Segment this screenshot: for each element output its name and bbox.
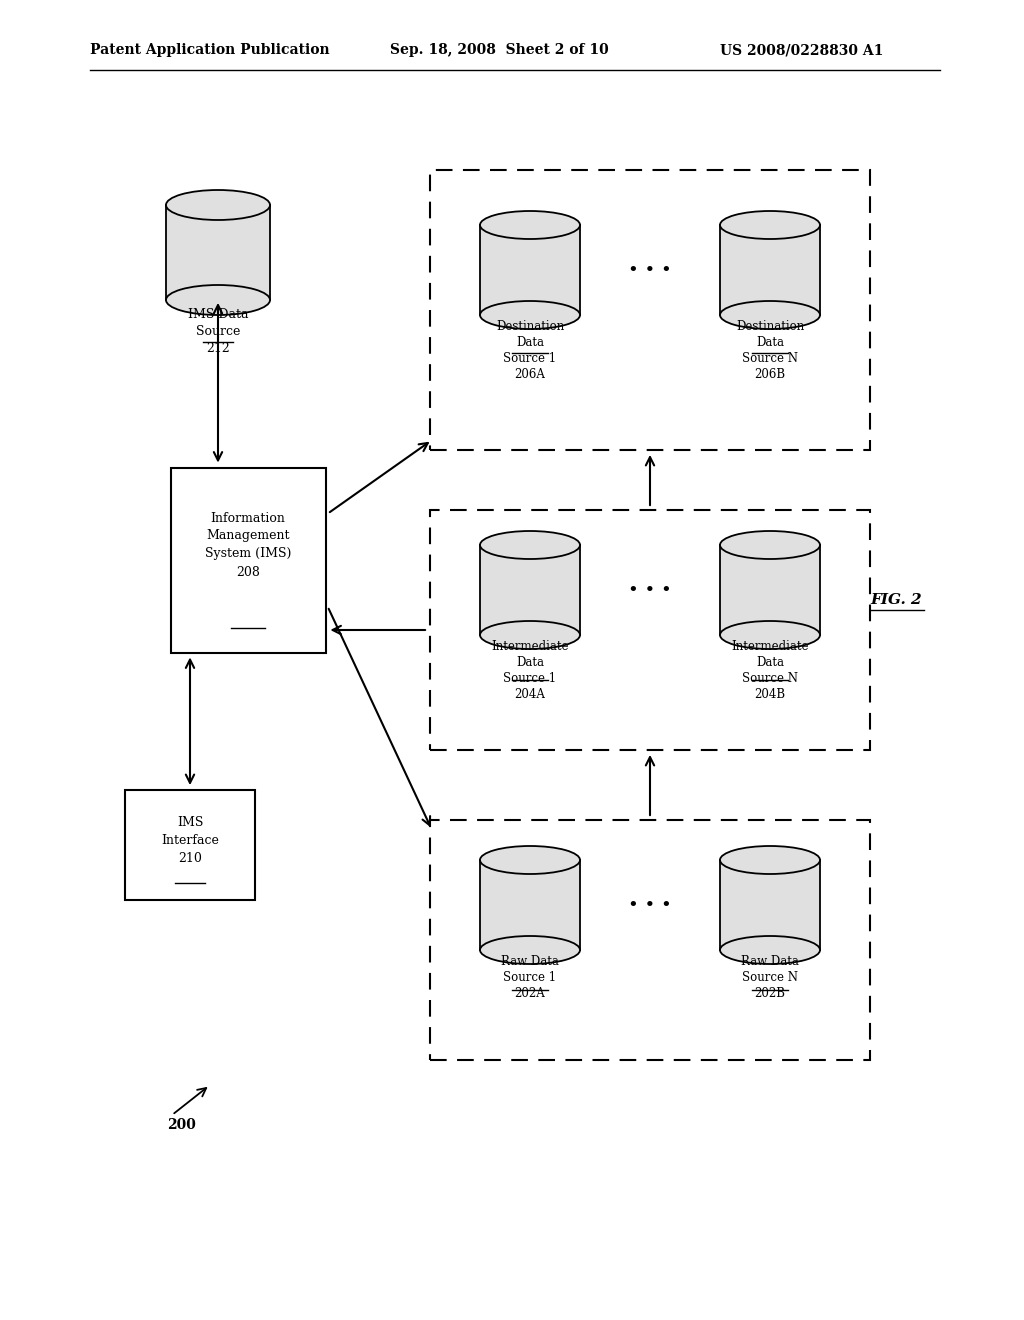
Text: Raw Data
Source 1
202A: Raw Data Source 1 202A bbox=[501, 954, 559, 1001]
Text: FIG. 2: FIG. 2 bbox=[870, 593, 922, 607]
Text: Patent Application Publication: Patent Application Publication bbox=[90, 44, 330, 57]
Text: Destination
Data
Source 1
206A: Destination Data Source 1 206A bbox=[496, 319, 564, 381]
Text: 200: 200 bbox=[168, 1118, 197, 1133]
Ellipse shape bbox=[480, 301, 580, 329]
Ellipse shape bbox=[480, 846, 580, 874]
Text: • • •: • • • bbox=[628, 896, 672, 913]
Ellipse shape bbox=[166, 190, 270, 220]
Ellipse shape bbox=[720, 531, 820, 558]
Ellipse shape bbox=[720, 620, 820, 649]
Text: Destination
Data
Source N
206B: Destination Data Source N 206B bbox=[736, 319, 804, 381]
Text: Intermediate
Data
Source 1
204A: Intermediate Data Source 1 204A bbox=[492, 640, 568, 701]
Ellipse shape bbox=[720, 936, 820, 964]
Bar bbox=[125, 789, 255, 900]
Text: • • •: • • • bbox=[628, 581, 672, 599]
Ellipse shape bbox=[166, 285, 270, 315]
Bar bbox=[430, 510, 870, 750]
Ellipse shape bbox=[720, 211, 820, 239]
Text: IMS Data
Source
212: IMS Data Source 212 bbox=[187, 308, 248, 355]
Bar bbox=[720, 861, 820, 950]
Ellipse shape bbox=[480, 211, 580, 239]
Ellipse shape bbox=[720, 846, 820, 874]
Bar bbox=[480, 224, 580, 315]
Ellipse shape bbox=[720, 301, 820, 329]
Ellipse shape bbox=[480, 620, 580, 649]
Bar bbox=[430, 170, 870, 450]
Bar bbox=[430, 820, 870, 1060]
Text: Sep. 18, 2008  Sheet 2 of 10: Sep. 18, 2008 Sheet 2 of 10 bbox=[390, 44, 608, 57]
Ellipse shape bbox=[480, 531, 580, 558]
Text: Information
Management
System (IMS)
208: Information Management System (IMS) 208 bbox=[205, 511, 291, 578]
Text: Raw Data
Source N
202B: Raw Data Source N 202B bbox=[741, 954, 799, 1001]
Bar bbox=[720, 224, 820, 315]
Text: IMS
Interface
210: IMS Interface 210 bbox=[161, 816, 219, 865]
Bar bbox=[720, 545, 820, 635]
Bar bbox=[171, 467, 326, 652]
Text: US 2008/0228830 A1: US 2008/0228830 A1 bbox=[720, 44, 884, 57]
Text: • • •: • • • bbox=[628, 261, 672, 279]
Bar bbox=[166, 205, 270, 300]
Bar bbox=[480, 861, 580, 950]
Bar bbox=[480, 545, 580, 635]
Text: Intermediate
Data
Source N
204B: Intermediate Data Source N 204B bbox=[731, 640, 809, 701]
Ellipse shape bbox=[480, 936, 580, 964]
